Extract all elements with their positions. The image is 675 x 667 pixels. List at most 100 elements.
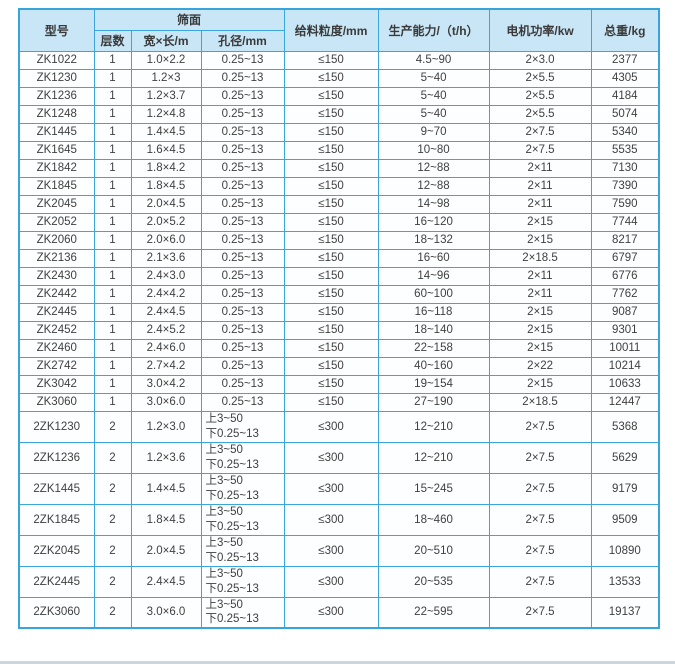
size-cell: 2.1×3.6: [130, 248, 202, 268]
aperture-cell: 0.25~13: [200, 302, 285, 322]
table-row: ZK2452 1 2.4×5.2 0.25~13 ≤150 18~140 2×1…: [18, 320, 660, 340]
motor-power-cell: 2×15: [488, 212, 592, 232]
aperture-cell: 0.25~13: [200, 122, 285, 142]
header-row-2: 层数 宽×长/m 孔径/mm: [19, 29, 659, 52]
feed-size-cell: ≤300: [283, 441, 379, 474]
table-row: ZK3042 1 3.0×4.2 0.25~13 ≤150 19~154 2×1…: [18, 374, 660, 394]
layers-cell: 1: [93, 86, 132, 106]
feed-size-cell: ≤150: [283, 158, 379, 178]
capacity-cell: 16~120: [377, 212, 490, 232]
size-cell: 1.2×3.7: [130, 86, 202, 106]
weight-cell: 10890: [590, 534, 660, 567]
layers-cell: 1: [93, 158, 132, 178]
header-motor-power: 电机功率/kw: [488, 8, 592, 52]
motor-power-cell: 2×5.5: [488, 68, 592, 88]
feed-size-cell: ≤150: [283, 212, 379, 232]
layers-cell: 2: [93, 441, 132, 474]
weight-cell: 5074: [590, 104, 660, 124]
model-cell: ZK2045: [18, 194, 95, 214]
model-cell: ZK1236: [18, 86, 95, 106]
size-cell: 3.0×4.2: [130, 374, 202, 394]
weight-cell: 6776: [590, 266, 660, 286]
header-model: 型号: [18, 8, 95, 52]
layers-cell: 1: [93, 68, 132, 88]
weight-cell: 4305: [590, 68, 660, 88]
table-row: ZK1842 1 1.8×4.2 0.25~13 ≤150 12~88 2×11…: [18, 158, 660, 178]
motor-power-cell: 2×3.0: [488, 50, 592, 70]
aperture-cell: 0.25~13: [200, 284, 285, 304]
weight-cell: 9509: [590, 503, 660, 536]
aperture-cell: 0.25~13: [200, 176, 285, 196]
table-row: 2ZK2045 2 2.0×4.5 上3~50 下0.25~13 ≤300 20~…: [18, 534, 660, 567]
header-capacity: 生产能力/（t/h）: [377, 8, 490, 52]
table-row: ZK2136 1 2.1×3.6 0.25~13 ≤150 16~60 2×18…: [18, 248, 660, 268]
capacity-cell: 18~140: [377, 320, 490, 340]
layers-cell: 1: [93, 356, 132, 376]
motor-power-cell: 2×7.5: [488, 534, 592, 567]
size-cell: 1.6×4.5: [130, 140, 202, 160]
weight-cell: 7590: [590, 194, 660, 214]
size-cell: 1.4×4.5: [130, 472, 202, 505]
aperture-cell: 0.25~13: [200, 212, 285, 232]
layers-cell: 2: [93, 596, 132, 629]
table-row: ZK2060 1 2.0×6.0 0.25~13 ≤150 18~132 2×1…: [18, 230, 660, 250]
motor-power-cell: 2×18.5: [488, 248, 592, 268]
table-row: 2ZK1845 2 1.8×4.5 上3~50 下0.25~13 ≤300 18~…: [18, 503, 660, 536]
motor-power-cell: 2×11: [488, 284, 592, 304]
size-cell: 2.4×4.2: [130, 284, 202, 304]
layers-cell: 2: [93, 472, 132, 505]
size-cell: 2.4×4.5: [130, 565, 202, 598]
motor-power-cell: 2×7.5: [488, 122, 592, 142]
size-cell: 2.4×5.2: [130, 320, 202, 340]
spec-table: 型号 筛面 给料粒度/mm 生产能力/（t/h） 电机功率/kw 总重/kg 层…: [18, 8, 661, 630]
feed-size-cell: ≤300: [283, 410, 379, 443]
model-cell: 2ZK3060: [18, 596, 95, 629]
weight-cell: 9301: [590, 320, 660, 340]
table-row: ZK1022 1 1.0×2.2 0.25~13 ≤150 4.5~90 2×3…: [18, 50, 660, 70]
layers-cell: 1: [93, 176, 132, 196]
size-cell: 1.8×4.5: [130, 176, 202, 196]
size-cell: 1.8×4.5: [130, 503, 202, 536]
aperture-cell: 0.25~13: [200, 356, 285, 376]
aperture-cell: 0.25~13: [200, 140, 285, 160]
motor-power-cell: 2×15: [488, 302, 592, 322]
capacity-cell: 12~88: [377, 176, 490, 196]
aperture-cell: 上3~50 下0.25~13: [200, 441, 285, 474]
layers-cell: 1: [93, 302, 132, 322]
feed-size-cell: ≤150: [283, 68, 379, 88]
capacity-cell: 40~160: [377, 356, 490, 376]
capacity-cell: 16~60: [377, 248, 490, 268]
model-cell: 2ZK1230: [18, 410, 95, 443]
layers-cell: 2: [93, 410, 132, 443]
weight-cell: 19137: [590, 596, 660, 629]
model-cell: ZK1842: [18, 158, 95, 178]
model-cell: ZK1022: [18, 50, 95, 70]
capacity-cell: 15~245: [377, 472, 490, 505]
weight-cell: 4184: [590, 86, 660, 106]
capacity-cell: 18~132: [377, 230, 490, 250]
table-row: ZK2045 1 2.0×4.5 0.25~13 ≤150 14~98 2×11…: [18, 194, 660, 214]
layers-cell: 1: [93, 104, 132, 124]
layers-cell: 1: [93, 50, 132, 70]
model-cell: ZK3042: [18, 374, 95, 394]
feed-size-cell: ≤150: [283, 284, 379, 304]
size-cell: 1.4×4.5: [130, 122, 202, 142]
feed-size-cell: ≤300: [283, 472, 379, 505]
header-width-length: 宽×长/m: [130, 29, 202, 52]
layers-cell: 1: [93, 320, 132, 340]
model-cell: 2ZK1445: [18, 472, 95, 505]
aperture-cell: 0.25~13: [200, 194, 285, 214]
capacity-cell: 14~96: [377, 266, 490, 286]
capacity-cell: 12~88: [377, 158, 490, 178]
feed-size-cell: ≤150: [283, 140, 379, 160]
weight-cell: 5535: [590, 140, 660, 160]
size-cell: 2.4×6.0: [130, 338, 202, 358]
feed-size-cell: ≤300: [283, 596, 379, 629]
capacity-cell: 14~98: [377, 194, 490, 214]
model-cell: ZK2052: [18, 212, 95, 232]
aperture-cell: 0.25~13: [200, 338, 285, 358]
capacity-cell: 4.5~90: [377, 50, 490, 70]
motor-power-cell: 2×7.5: [488, 596, 592, 629]
feed-size-cell: ≤150: [283, 302, 379, 322]
table-header: 型号 筛面 给料粒度/mm 生产能力/（t/h） 电机功率/kw 总重/kg 层…: [18, 8, 660, 52]
